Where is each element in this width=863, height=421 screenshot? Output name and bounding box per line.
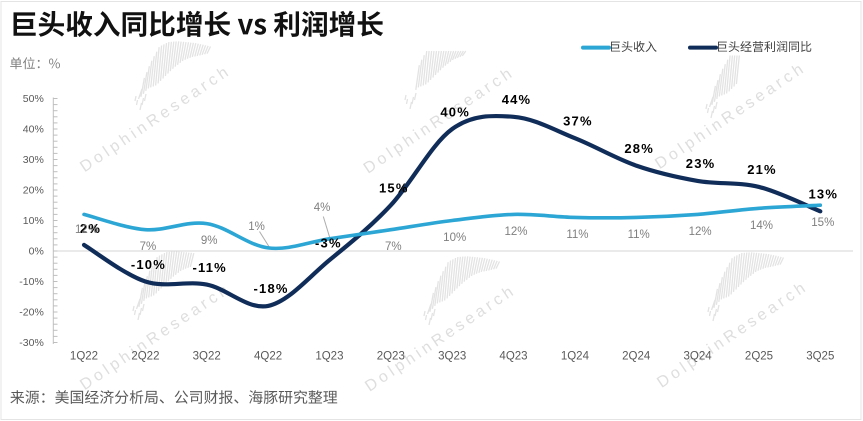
svg-text:1%: 1% — [248, 221, 265, 233]
svg-text:2Q24: 2Q24 — [622, 351, 651, 363]
svg-text:14%: 14% — [750, 220, 773, 232]
svg-text:7%: 7% — [140, 241, 157, 253]
svg-text:2Q23: 2Q23 — [377, 351, 405, 363]
svg-text:2Q22: 2Q22 — [131, 351, 159, 363]
svg-text:3Q23: 3Q23 — [438, 351, 466, 363]
svg-text:30%: 30% — [23, 154, 44, 166]
svg-text:11%: 11% — [628, 229, 650, 241]
svg-text:40%: 40% — [23, 124, 44, 136]
svg-text:23%: 23% — [686, 156, 716, 171]
svg-text:37%: 37% — [563, 114, 593, 129]
svg-text:9%: 9% — [201, 235, 218, 247]
svg-text:7%: 7% — [385, 241, 402, 253]
svg-text:4Q23: 4Q23 — [499, 351, 527, 363]
svg-text:1Q24: 1Q24 — [561, 351, 590, 363]
svg-text:15%: 15% — [379, 181, 409, 196]
svg-text:3Q24: 3Q24 — [684, 351, 713, 363]
svg-text:10%: 10% — [23, 215, 44, 227]
svg-text:3Q25: 3Q25 — [806, 351, 834, 363]
svg-text:10%: 10% — [443, 232, 466, 244]
svg-text:28%: 28% — [624, 141, 654, 156]
svg-text:20%: 20% — [23, 185, 44, 197]
svg-text:2Q25: 2Q25 — [745, 351, 773, 363]
svg-text:0%: 0% — [29, 246, 44, 258]
svg-text:11%: 11% — [566, 229, 588, 241]
svg-text:12%: 12% — [504, 226, 527, 238]
svg-text:2%: 2% — [80, 221, 101, 236]
svg-text:-18%: -18% — [254, 281, 289, 296]
svg-text:50%: 50% — [23, 93, 44, 105]
svg-text:-30%: -30% — [19, 337, 44, 349]
svg-text:12%: 12% — [689, 226, 712, 238]
svg-text:4Q22: 4Q22 — [254, 351, 282, 363]
svg-text:1Q22: 1Q22 — [70, 351, 98, 363]
svg-text:12%: 12% — [75, 224, 98, 236]
svg-text:44%: 44% — [502, 92, 532, 107]
svg-text:15%: 15% — [811, 217, 834, 229]
svg-text:-11%: -11% — [192, 260, 226, 275]
svg-text:-10%: -10% — [131, 257, 166, 272]
svg-text:13%: 13% — [808, 187, 838, 202]
svg-text:21%: 21% — [747, 162, 777, 177]
svg-text:3Q22: 3Q22 — [193, 351, 221, 363]
svg-text:40%: 40% — [440, 104, 470, 119]
svg-text:-10%: -10% — [19, 276, 44, 288]
svg-text:4%: 4% — [314, 202, 331, 214]
svg-text:-3%: -3% — [315, 235, 342, 250]
svg-text:1Q23: 1Q23 — [315, 351, 343, 363]
svg-text:-20%: -20% — [19, 307, 44, 319]
